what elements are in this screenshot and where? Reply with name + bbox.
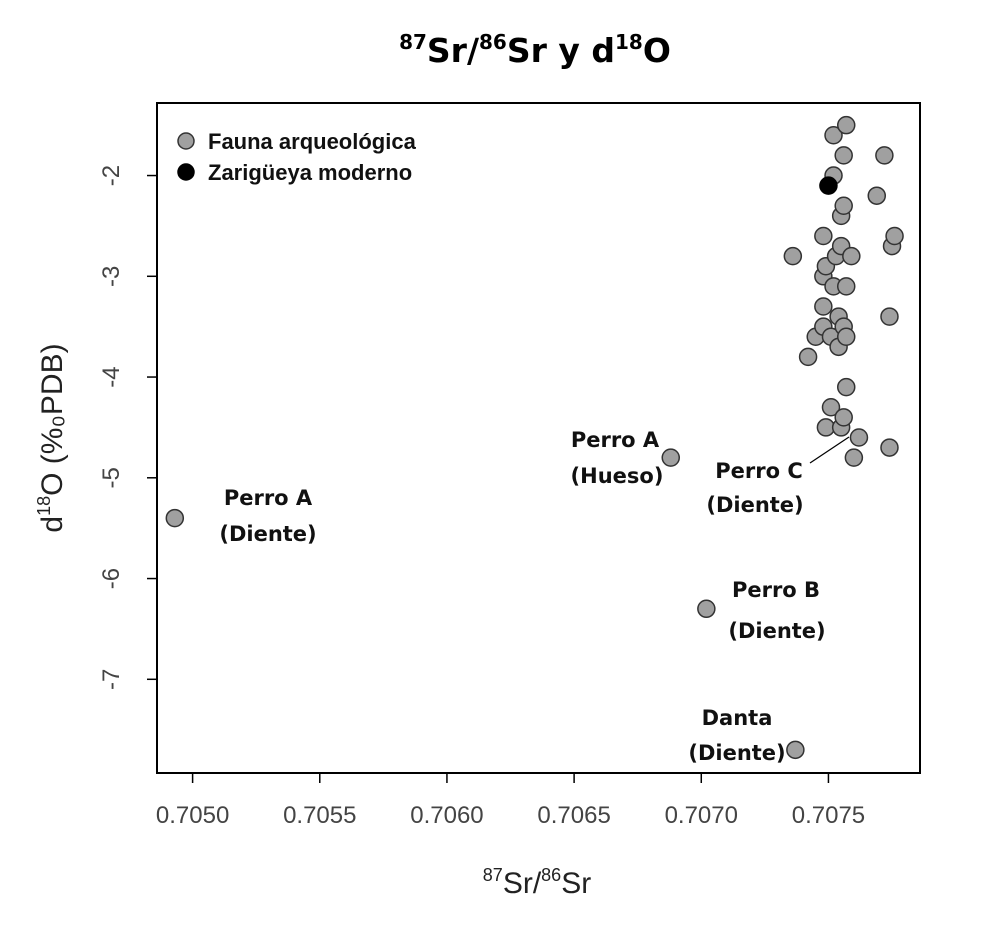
- data-point-fauna: [880, 307, 899, 326]
- annotation-danta-line2: (Diente): [688, 741, 785, 765]
- legend-marker-fauna: [177, 132, 195, 150]
- legend: Fauna arqueológica Zarigüeya moderno: [177, 129, 417, 185]
- data-point-fauna: [814, 226, 833, 246]
- data-point-fauna: [821, 398, 841, 417]
- y-tick-label: -6: [98, 568, 125, 589]
- annotation-perro-a-hueso-line1: Perro A: [571, 428, 660, 452]
- y-axis-label: d18O (%₀PDB): [34, 343, 69, 532]
- data-point-fauna: [165, 508, 185, 528]
- annotation-perro-b-line2: (Diente): [728, 619, 825, 643]
- data-point-fauna: [786, 740, 805, 760]
- data-point-fauna: [836, 327, 856, 346]
- data-point-fauna: [697, 599, 716, 619]
- data-point-fauna: [867, 186, 887, 205]
- x-tick-label: 0.7060: [410, 802, 483, 829]
- data-point-fauna: [834, 146, 853, 165]
- x-tick-label: 0.7075: [792, 802, 865, 829]
- data-point-fauna: [875, 146, 894, 165]
- data-point-fauna: [836, 115, 856, 135]
- annotation-perro-a-hueso-line2: (Hueso): [571, 464, 664, 488]
- y-tick-label: -2: [98, 165, 125, 186]
- annotation-perro-c-line1: Perro C: [715, 459, 803, 483]
- data-point-fauna: [844, 448, 864, 467]
- legend-label-fauna: Fauna arqueológica: [208, 129, 417, 154]
- data-point-fauna: [661, 448, 681, 467]
- legend-label-zarigueya: Zarigüeya moderno: [208, 160, 412, 185]
- data-point-fauna: [783, 246, 803, 266]
- data-point-fauna: [849, 428, 869, 447]
- y-tick-label: -7: [98, 669, 125, 690]
- x-tick-label: 0.7070: [665, 802, 738, 829]
- data-point-fauna: [836, 277, 856, 296]
- annotation-perro-c-line2: (Diente): [706, 493, 803, 517]
- annotation-perro-a-diente-line2: (Diente): [219, 522, 316, 546]
- data-point-fauna: [814, 297, 833, 316]
- data-point-fauna: [834, 408, 853, 427]
- y-tick-label: -4: [98, 366, 125, 387]
- y-tick-label: -5: [98, 467, 125, 488]
- data-point-fauna: [798, 347, 818, 367]
- data-point-fauna: [842, 246, 861, 266]
- data-point-fauna: [824, 125, 843, 145]
- data-point-fauna: [880, 438, 899, 457]
- plot-frame: [156, 102, 921, 774]
- x-tick-label: 0.7055: [283, 802, 356, 829]
- data-point-fauna: [885, 226, 904, 246]
- annotation-perro-b-line1: Perro B: [732, 578, 820, 602]
- data-point-zarigueya: [819, 176, 838, 195]
- data-points: [165, 115, 904, 760]
- x-axis-label: 87Sr/86Sr: [483, 865, 591, 900]
- y-tick-label: -3: [98, 266, 125, 287]
- x-axis: 0.7050 0.7055 0.7060 0.7065 0.7070 0.7075: [156, 773, 865, 829]
- perro-c-leader-line: [809, 436, 850, 464]
- x-tick-label: 0.7065: [537, 802, 610, 829]
- chart-title: 87Sr/86Sr y d18O: [399, 30, 671, 70]
- legend-marker-zarigueya: [177, 163, 195, 181]
- annotations: Perro A (Diente) Perro A (Hueso) Perro C…: [219, 428, 825, 765]
- data-point-fauna: [836, 377, 856, 397]
- x-tick-label: 0.7050: [156, 802, 229, 829]
- data-point-fauna: [834, 196, 853, 216]
- data-point-fauna: [816, 418, 836, 437]
- annotation-perro-a-diente-line1: Perro A: [224, 486, 313, 510]
- annotation-danta-line1: Danta: [702, 706, 773, 730]
- y-axis: -2 -3 -4 -5 -6 -7: [98, 165, 157, 690]
